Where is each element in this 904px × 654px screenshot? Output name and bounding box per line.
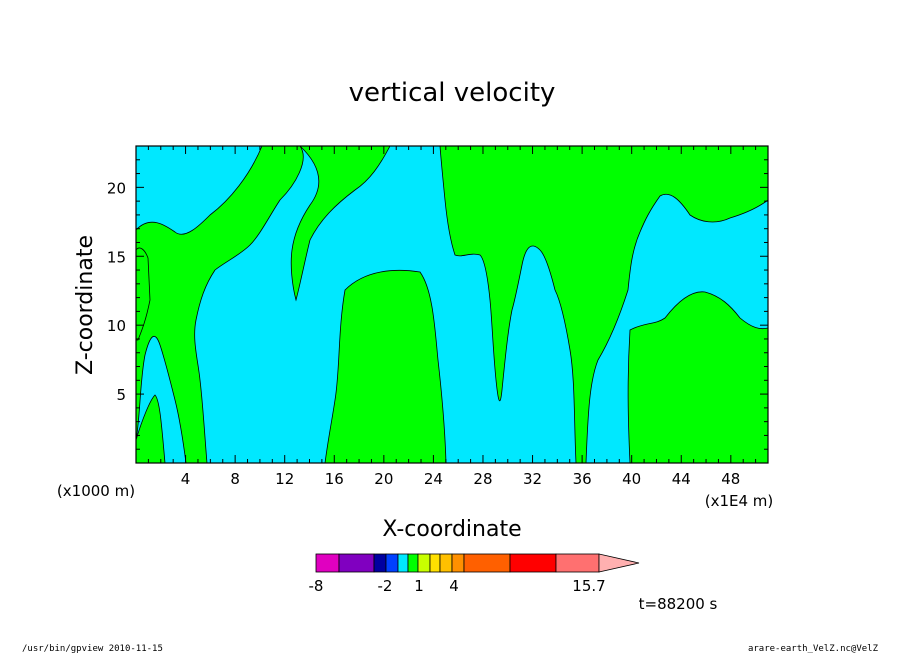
x-tick-label: 44 (672, 470, 691, 488)
colorbar-swatch (439, 553, 453, 573)
contour-region-lower-left (135, 394, 166, 464)
colorbar-swatch (463, 553, 511, 573)
colorbar-label: 15.7 (572, 577, 605, 595)
x-tick-labels: 4 8 12 16 20 24 28 32 36 40 44 48 (181, 470, 741, 488)
x-unit-label: (x1000 m) (57, 482, 135, 500)
contour-region-center (324, 269, 447, 464)
colorbar-swatch (338, 553, 375, 573)
colorbar-label: 4 (449, 577, 459, 595)
colorbar-swatch (373, 553, 387, 573)
colorbar-swatch (451, 553, 465, 573)
colorbar-label: 1 (414, 577, 424, 595)
footer-right: arare-earth_VelZ.nc@VelZ (748, 644, 879, 654)
footer-left: /usr/bin/gpview 2010-11-15 (22, 644, 163, 654)
colorbar-label: -8 (309, 577, 324, 595)
colorbar-swatch (417, 553, 431, 573)
colorbar-swatch (385, 553, 399, 573)
plot-frame (135, 145, 769, 464)
y-axis-label: Z-coordinate (73, 235, 98, 375)
y-tick-label: 15 (107, 248, 126, 266)
colorbar (315, 553, 640, 573)
x-tick-label: 16 (325, 470, 344, 488)
x-axis-label: X-coordinate (382, 517, 521, 542)
contour-regions (135, 145, 769, 464)
x-tick-label: 24 (424, 470, 443, 488)
x-tick-label: 36 (573, 470, 592, 488)
x-scale-label: (x1E4 m) (705, 492, 774, 510)
y-tick-label: 5 (116, 386, 126, 404)
colorbar-labels: -8 -2 1 4 15.7 (309, 577, 606, 595)
contour-region-upper-right (439, 145, 769, 464)
x-tick-label: 8 (230, 470, 240, 488)
colorbar-swatch (407, 553, 419, 573)
x-tick-label: 4 (181, 470, 191, 488)
plot-area (135, 145, 769, 464)
x-tick-label: 28 (473, 470, 492, 488)
y-tick-labels: 5 10 15 20 (107, 179, 126, 404)
time-label: t=88200 s (639, 595, 718, 613)
colorbar-swatch (315, 553, 340, 573)
colorbar-swatch (509, 553, 557, 573)
contour-region-left-edge (135, 247, 151, 341)
x-tick-label: 40 (622, 470, 641, 488)
x-tick-label: 32 (523, 470, 542, 488)
colorbar-swatch (555, 553, 600, 573)
colorbar-swatch (397, 553, 409, 573)
contour-region-left (135, 145, 304, 464)
chart-title: vertical velocity (349, 78, 556, 108)
colorbar-label: -2 (378, 577, 393, 595)
colorbar-arrow (598, 553, 640, 573)
x-tick-label: 20 (374, 470, 393, 488)
contour-region-lower-right (627, 291, 769, 464)
y-tick-label: 20 (107, 179, 126, 197)
contour-region-top-mid (290, 145, 391, 302)
axis-ticks (136, 146, 768, 463)
y-tick-label: 10 (107, 317, 126, 335)
x-tick-label: 48 (721, 470, 740, 488)
colorbar-swatch (429, 553, 441, 573)
x-tick-label: 12 (275, 470, 294, 488)
